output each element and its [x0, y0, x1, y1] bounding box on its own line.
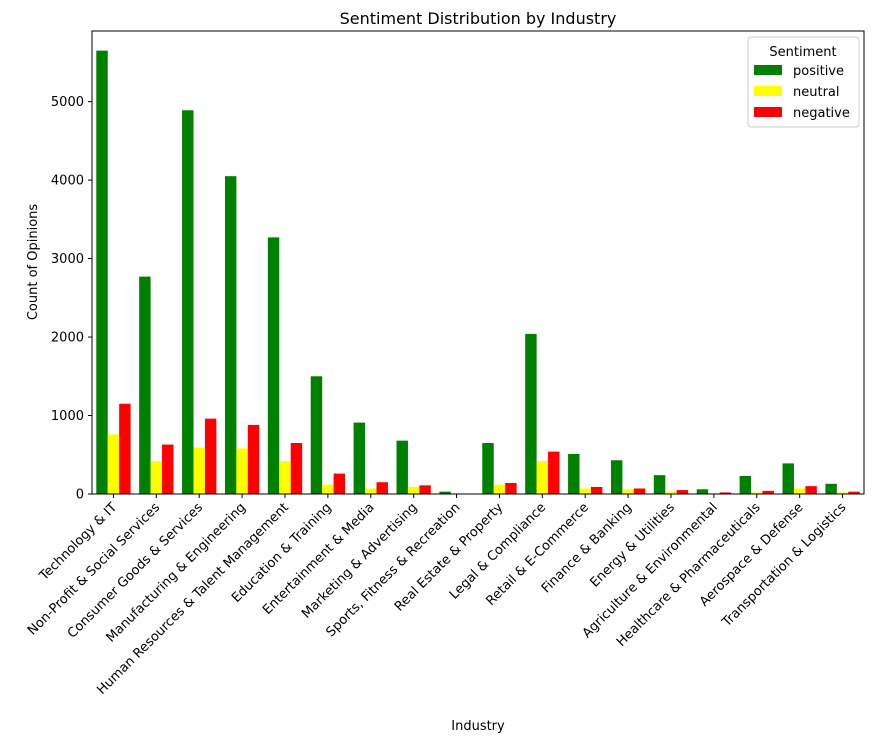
bar-positive-4 — [267, 237, 280, 494]
bar-neutral-1 — [150, 461, 163, 494]
bar-negative-6 — [376, 482, 388, 494]
bar-positive-1 — [139, 276, 151, 494]
bar-negative-15 — [762, 490, 774, 494]
legend-swatch-neutral — [754, 86, 782, 96]
bar-neutral-9 — [493, 484, 506, 494]
bar-negative-4 — [290, 442, 303, 494]
bar-neutral-2 — [193, 447, 205, 494]
bar-neutral-17 — [836, 492, 849, 494]
bar-negative-12 — [633, 488, 646, 494]
legend-label-positive: positive — [793, 64, 844, 79]
plot-frame — [91, 30, 865, 495]
bar-negative-13 — [676, 490, 689, 494]
legend-swatch-negative — [754, 107, 782, 117]
bar-negative-10 — [548, 451, 560, 494]
chart-title: Sentiment Distribution by Industry — [340, 9, 617, 28]
y-ticks: 0 1000 2000 3000 4000 5000 — [51, 95, 92, 503]
bar-negative-0 — [119, 403, 131, 494]
bar-neutral-10 — [536, 461, 549, 494]
bar-negative-17 — [848, 491, 860, 494]
bar-neutral-5 — [322, 484, 334, 494]
legend: Sentiment positive neutral negative — [747, 36, 860, 128]
legend-box — [747, 36, 860, 128]
bar-positive-6 — [353, 422, 366, 494]
bar-neutral-7 — [407, 486, 420, 494]
bar-positive-11 — [568, 453, 580, 494]
bar-neutral-11 — [579, 488, 591, 494]
y-tick-label: 3000 — [51, 252, 84, 267]
bar-negative-9 — [505, 483, 517, 494]
bar-neutral-3 — [236, 448, 248, 494]
bar-neutral-15 — [751, 492, 763, 494]
bar-negative-1 — [162, 444, 174, 494]
bar-neutral-6 — [365, 488, 377, 494]
bar-positive-13 — [653, 475, 666, 494]
y-tick-label: 1000 — [51, 409, 84, 424]
x-axis-label: Industry — [451, 719, 505, 734]
legend-label-negative: negative — [793, 106, 850, 121]
bar-positive-2 — [182, 110, 194, 494]
legend-label-neutral: neutral — [793, 85, 840, 100]
bar-positive-15 — [739, 475, 752, 494]
bar-negative-14 — [719, 492, 732, 494]
bar-positive-9 — [482, 442, 494, 494]
bar-negative-5 — [333, 473, 346, 494]
bar-negative-3 — [247, 424, 260, 494]
bar-positive-7 — [396, 440, 408, 494]
y-tick-label: 2000 — [51, 331, 84, 346]
bar-negative-2 — [204, 418, 217, 494]
bar-negative-16 — [805, 486, 817, 494]
bar-neutral-12 — [622, 489, 634, 494]
bar-positive-5 — [310, 376, 323, 494]
x-tick-label: Technology & IT — [36, 500, 120, 584]
bars-group — [96, 50, 860, 495]
bar-positive-0 — [96, 50, 108, 495]
y-axis-label: Count of Opinions — [26, 204, 41, 321]
bar-positive-3 — [224, 176, 237, 494]
bar-neutral-13 — [665, 491, 677, 494]
legend-swatch-positive — [754, 65, 782, 75]
bar-positive-16 — [782, 463, 794, 494]
bar-positive-10 — [525, 333, 537, 494]
bar-neutral-16 — [793, 488, 806, 494]
bar-neutral-4 — [279, 461, 291, 494]
y-tick-label: 4000 — [51, 174, 84, 189]
bar-negative-7 — [419, 485, 431, 494]
legend-title: Sentiment — [769, 45, 836, 60]
y-tick-label: 0 — [76, 488, 84, 503]
bar-positive-8 — [439, 491, 451, 494]
bar-positive-17 — [825, 483, 837, 494]
bar-negative-11 — [590, 486, 603, 494]
bar-positive-14 — [696, 489, 709, 494]
bar-positive-12 — [610, 460, 623, 494]
bar-neutral-0 — [107, 434, 120, 494]
y-tick-label: 5000 — [51, 95, 84, 110]
